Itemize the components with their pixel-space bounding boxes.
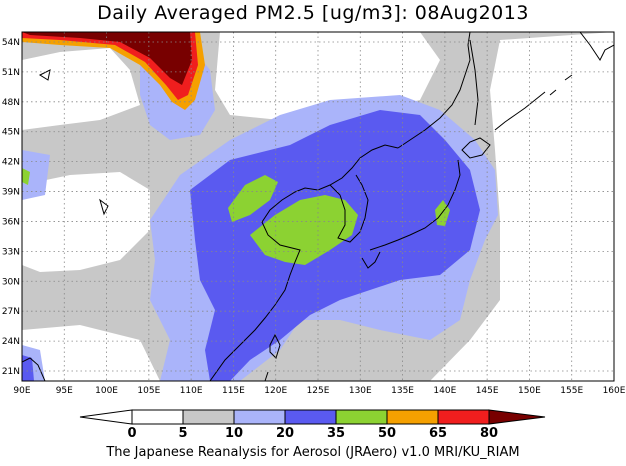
latitude-axis-labels: 21N 24N 27N 30N 33N 36N 39N 42N 45N 48N 51N 54N	[2, 38, 20, 377]
lon-tick-label: 160E	[603, 386, 626, 396]
lon-tick-label: 110E	[180, 386, 203, 396]
colorbar-level-label: 5	[178, 426, 187, 441]
coastline-korea	[329, 174, 369, 243]
colorbar-level-label: 20	[276, 426, 294, 441]
coastline-kurils	[494, 91, 546, 131]
colorbar-swatch	[233, 409, 286, 425]
longitude-axis-labels: 90E 95E 100E 105E 110E 115E 120E 125E 130E 135E 14…	[13, 386, 625, 396]
coastline-philippines	[264, 371, 269, 381]
coastline-taiwan	[269, 333, 281, 359]
band-35-50-korea-yellowsea	[250, 195, 358, 265]
colorbar-level-label: 10	[225, 426, 243, 441]
coastline-japan-honshu	[369, 159, 461, 251]
lat-tick-label: 39N	[2, 188, 20, 198]
colorbar-under-triangle	[79, 409, 133, 425]
colorbar-level-label: 80	[480, 426, 498, 441]
map-frame	[21, 31, 615, 382]
colorbar-level-label: 50	[378, 426, 396, 441]
lat-tick-label: 42N	[2, 158, 20, 168]
coastline-hokkaido	[461, 137, 491, 159]
lon-tick-label: 100E	[95, 386, 118, 396]
lat-tick-label: 27N	[2, 307, 20, 317]
band-0-5-northwest	[22, 48, 140, 130]
colorbar-level-label: 65	[429, 426, 447, 441]
colorbar-swatch	[182, 409, 235, 425]
coastlines	[22, 32, 614, 381]
lat-tick-label: 24N	[2, 337, 20, 347]
coastline-northeast	[579, 32, 614, 61]
lat-tick-label: 54N	[2, 38, 20, 48]
lon-tick-label: 120E	[264, 386, 287, 396]
colorbar-swatch	[437, 409, 490, 425]
lat-tick-label: 21N	[2, 367, 20, 377]
lon-tick-label: 125E	[307, 386, 330, 396]
lon-tick-label: 95E	[56, 386, 73, 396]
lon-tick-label: 105E	[137, 386, 160, 396]
lat-tick-label: 36N	[2, 217, 20, 227]
lon-tick-label: 130E	[349, 386, 372, 396]
colorbar-swatch	[386, 409, 439, 425]
band-10-20-west	[22, 150, 50, 200]
lat-tick-label: 51N	[2, 68, 20, 78]
lon-tick-label: 150E	[518, 386, 541, 396]
band-20-35-southwest	[22, 355, 34, 381]
lon-tick-label: 155E	[560, 386, 583, 396]
colorbar-over-triangle	[488, 409, 546, 425]
lat-tick-label: 33N	[2, 247, 20, 257]
coastline-japan-kyushu	[361, 251, 381, 269]
colorbar-level-label: 35	[327, 426, 345, 441]
band-35-50-shandong	[228, 175, 278, 222]
coastline-islands-ne	[549, 74, 573, 96]
lon-tick-label: 140E	[433, 386, 456, 396]
lat-tick-label: 48N	[2, 98, 20, 108]
footer-credit: The Japanese Reanalysis for Aerosol (JRA…	[106, 445, 520, 460]
lon-tick-label: 135E	[391, 386, 414, 396]
band-35-50-west-edge	[22, 168, 30, 185]
lon-tick-label: 115E	[222, 386, 245, 396]
colorbar-swatch	[335, 409, 388, 425]
band-0-5-east	[430, 32, 614, 381]
colorbar-level-label: 0	[127, 426, 136, 441]
coastline-china	[209, 144, 399, 381]
colorbar-swatch	[284, 409, 337, 425]
coastline-west-border	[22, 357, 46, 381]
concentration-field	[22, 32, 614, 381]
coastline-russia	[397, 32, 471, 149]
band-0-5-west-middle	[22, 172, 150, 272]
lat-tick-label: 30N	[2, 277, 20, 287]
coastline-west-lake	[99, 198, 109, 216]
band-0-5-southwest	[22, 325, 160, 381]
coastline-north-lake	[38, 69, 51, 81]
lon-tick-label: 90E	[13, 386, 30, 396]
colorbar: 0 5 10 20 35 50 65 80	[79, 409, 546, 441]
coastline-sakhalin	[469, 39, 479, 126]
lat-tick-label: 45N	[2, 128, 20, 138]
map-title: Daily Averaged PM2.5 [ug/m3]: 08Aug2013	[97, 2, 529, 24]
colorbar-swatch	[131, 409, 184, 425]
lon-tick-label: 145E	[476, 386, 499, 396]
band-80-plus-plume	[22, 32, 192, 85]
